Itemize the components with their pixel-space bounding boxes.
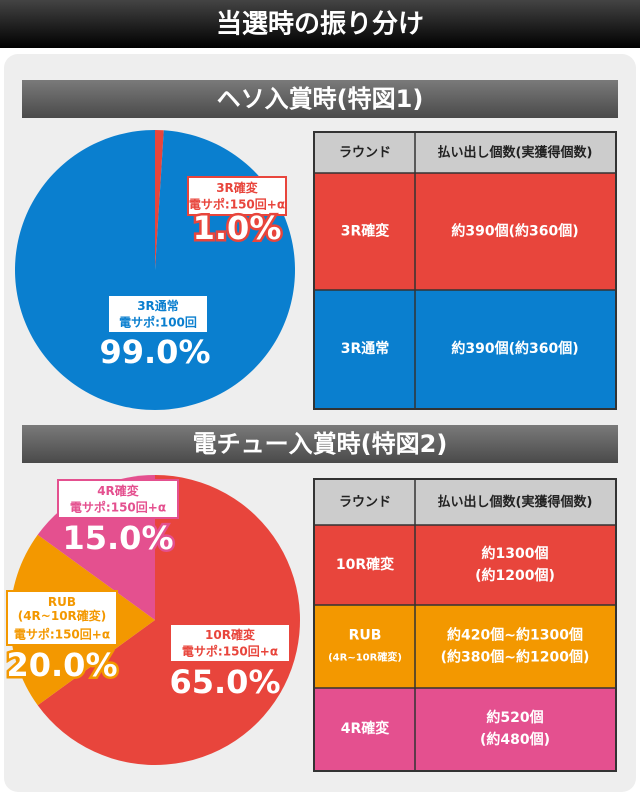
value-label: 65.0% xyxy=(169,663,280,701)
section-bar xyxy=(22,80,618,118)
content: ヘソ入賞時(特図1)3R確変電サポ:150回+α1.0%3R通常電サポ:100回… xyxy=(4,80,618,772)
value-label: 1.0% xyxy=(193,209,282,247)
pie-slice xyxy=(155,130,164,270)
value-label: 15.0% xyxy=(62,519,173,557)
slice-label-line: 10R確変 xyxy=(205,627,256,642)
table-cell: 10R確変 xyxy=(336,556,394,573)
value-label: 20.0% xyxy=(6,646,117,684)
slice-sublabel: 電サポ:150回+α xyxy=(189,197,285,212)
slice-label-line: 4R確変 xyxy=(97,483,140,498)
section-title: 電チュー入賞時(特図2) xyxy=(193,430,448,458)
table-cell: (約1200個) xyxy=(475,567,555,584)
section-title: ヘソ入賞時(特図1) xyxy=(217,85,424,113)
slice-label: 3R通常 xyxy=(137,298,179,313)
section-bar xyxy=(22,425,618,463)
slice-sublabel: 電サポ:100回 xyxy=(119,315,197,330)
page-title: 当選時の振り分け xyxy=(216,10,424,40)
slice-label-line: 3R通常 xyxy=(137,298,179,313)
slice-label-line: RUB xyxy=(48,595,76,609)
table-header-bg xyxy=(315,133,615,173)
slice-label: 10R確変 xyxy=(205,627,256,642)
table-cell: 約420個~約1300個 xyxy=(447,627,583,644)
table-row-bg xyxy=(315,525,615,605)
table-header: ラウンド xyxy=(339,495,391,510)
label-box xyxy=(169,623,291,663)
table-cell: 4R確変 xyxy=(341,720,390,737)
slice-label-line: 3R確変 xyxy=(216,180,259,195)
title-bar xyxy=(0,0,640,48)
table-row-bg xyxy=(315,290,615,408)
slice-sublabel: 電サポ:150回+α xyxy=(14,627,110,642)
pie-slice xyxy=(37,475,300,765)
value-label: 99.0% xyxy=(99,333,210,371)
slice-label: 4R確変 xyxy=(97,483,140,498)
table-header: 払い出し個数(実獲得個数) xyxy=(438,494,593,510)
table-cell: (約480個) xyxy=(480,731,550,748)
table-cell: 3R通常 xyxy=(341,340,390,357)
table-cell: 3R確変 xyxy=(341,223,390,240)
table-header-bg xyxy=(315,480,615,525)
slice-label: RUB (4R~10R確変) xyxy=(18,595,107,623)
label-box xyxy=(6,590,118,646)
table-header: 払い出し個数(実獲得個数) xyxy=(438,145,593,161)
table-row-bg xyxy=(315,688,615,770)
table-cell: 約390個(約360個) xyxy=(451,340,578,357)
slice-sublabel: 電サポ:150回+α xyxy=(70,500,166,515)
table-cell: RUB xyxy=(349,628,382,644)
table-row-bg xyxy=(315,605,615,688)
slice-label: 3R確変 xyxy=(216,180,259,195)
table-cell: 約390個(約360個) xyxy=(451,223,578,240)
label-box xyxy=(57,479,179,519)
table-row-bg xyxy=(315,173,615,290)
table-cell: (4R~10R確変) xyxy=(328,651,402,664)
table-cell: (約380個~約1200個) xyxy=(441,649,590,666)
table-cell: 約520個 xyxy=(486,709,543,726)
label-box xyxy=(107,294,209,334)
slice-sublabel: 電サポ:150回+α xyxy=(182,644,278,659)
label-box xyxy=(187,176,287,216)
table-header: ラウンド xyxy=(339,146,391,161)
slice-label-line: (4R~10R確変) xyxy=(18,608,107,623)
table-cell: 約1300個 xyxy=(482,545,549,562)
